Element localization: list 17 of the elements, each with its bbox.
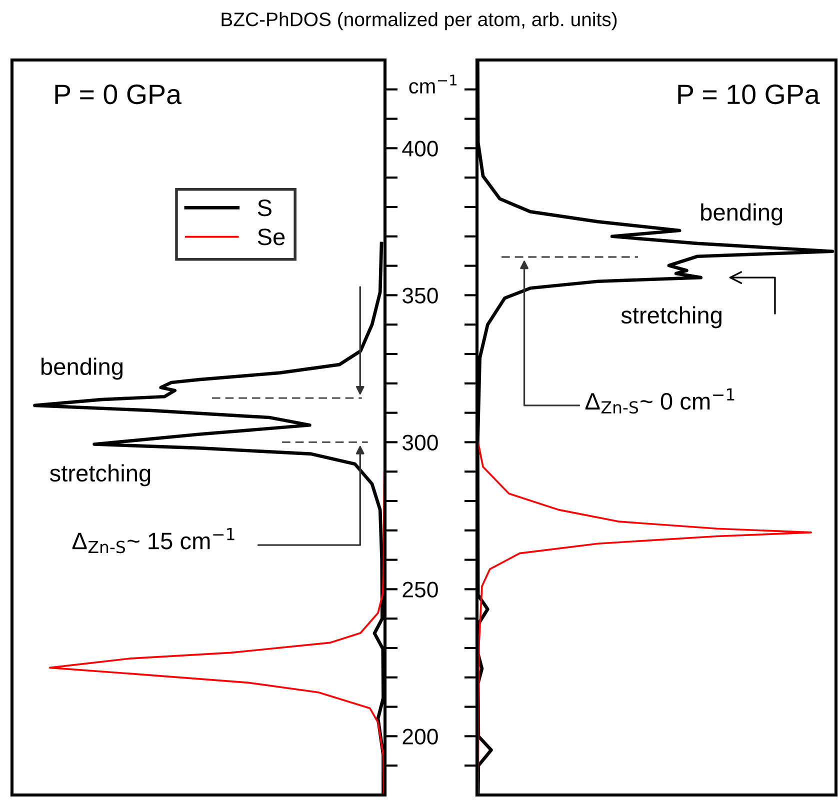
y-tick-label: 250 bbox=[402, 582, 438, 598]
annotation: stretching bbox=[621, 306, 722, 328]
legend-label: Se bbox=[258, 228, 285, 246]
annotation: bending bbox=[42, 358, 122, 380]
legend-label: S bbox=[258, 199, 272, 216]
annotation: bending bbox=[701, 203, 782, 226]
y-tick-label: 400 bbox=[402, 140, 438, 156]
y-tick-label: 200 bbox=[402, 728, 438, 744]
annotation: P = 0 GPa bbox=[55, 84, 182, 104]
annotation: Δ$_{Zn-S}$~ 0 cm$^{−1}$ bbox=[585, 388, 734, 414]
chart-title: BZC-PhDOS (normalized per atom, arb. units) bbox=[222, 12, 617, 30]
annotation: P = 10 GPa bbox=[678, 84, 820, 104]
y-tick-label: 300 bbox=[402, 434, 438, 450]
y-axis-title: cm$^{−1}$ bbox=[409, 74, 457, 94]
annotation: Δ$_{Zn-S}$~ 15 cm$^{−1}$ bbox=[72, 528, 234, 554]
y-tick-label: 350 bbox=[402, 288, 438, 304]
annotation: stretching bbox=[50, 464, 150, 486]
